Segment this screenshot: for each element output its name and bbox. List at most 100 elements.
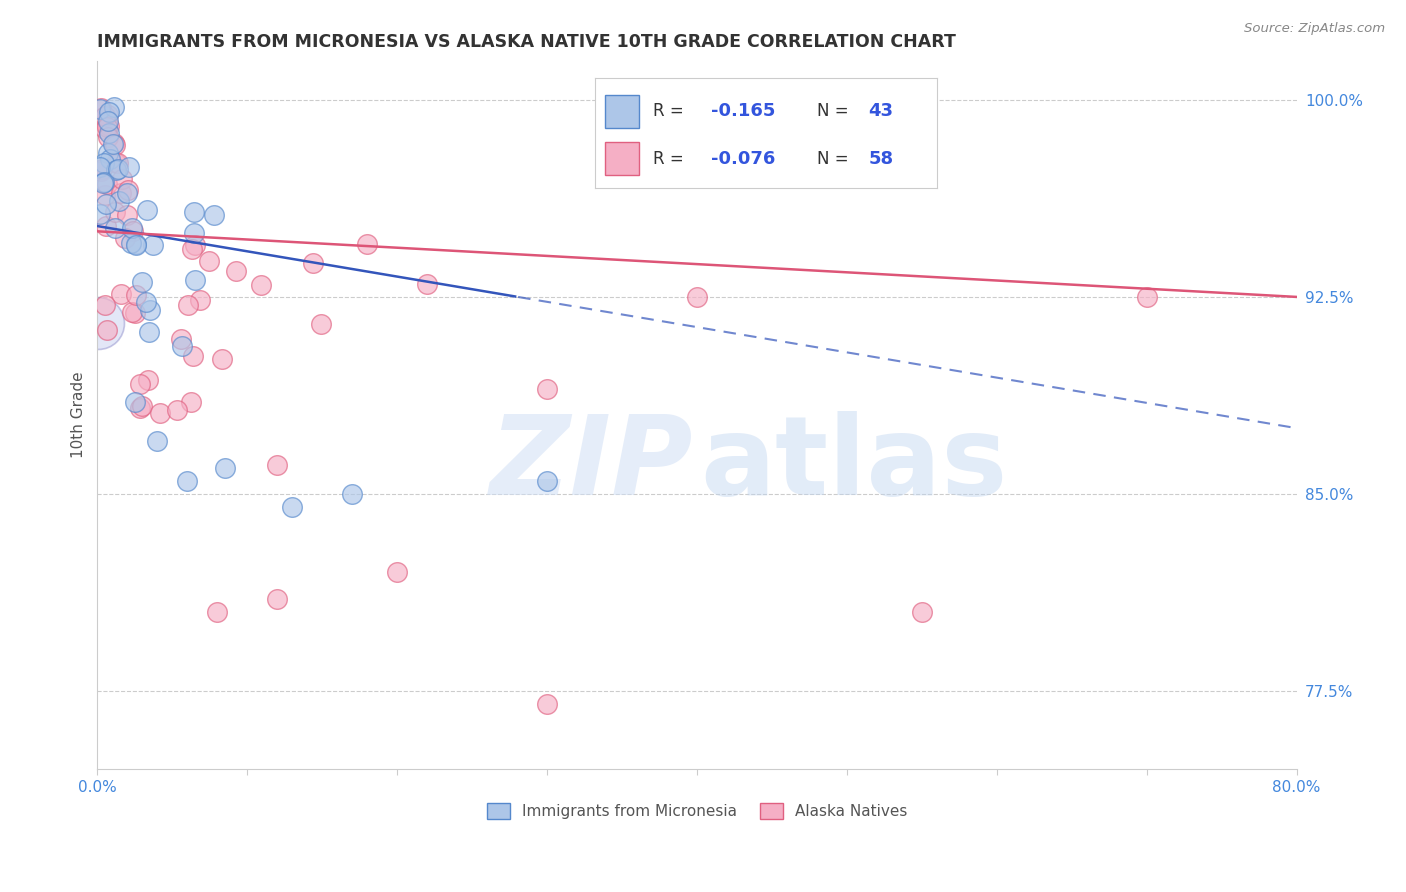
Point [177,298,200,312]
Point [118,161,141,175]
Point [110,186,132,200]
Text: IMMIGRANTS FROM MICRONESIA VS ALASKA NATIVE 10TH GRADE CORRELATION CHART: IMMIGRANTS FROM MICRONESIA VS ALASKA NAT… [97,33,956,51]
Point [107,161,129,176]
Point [211,352,233,367]
Point [302,256,325,270]
Point [131,399,153,413]
Point [98,126,121,140]
Point [142,238,165,252]
Point [146,434,169,449]
Point [108,194,131,208]
Point [356,237,378,252]
Point [197,254,219,268]
Point [96,323,118,337]
Point [281,500,304,514]
Point [121,220,143,235]
Point [138,325,160,339]
Point [91,176,114,190]
Point [94,110,117,124]
Point [911,605,934,619]
Point [124,306,146,320]
Point [89,207,111,221]
Point [170,332,193,346]
Point [111,172,134,186]
Point [176,474,198,488]
Point [124,395,146,409]
Point [98,153,121,167]
Point [107,156,129,170]
Point [686,290,709,304]
Point [104,163,127,178]
Point [110,287,132,301]
Point [266,591,288,606]
Point [225,264,247,278]
Point [125,237,148,252]
Point [136,373,159,387]
Point [181,242,204,256]
Point [93,188,115,202]
Point [89,102,111,116]
Point [90,164,112,178]
Point [183,226,205,240]
Point [184,238,207,252]
Point [149,406,172,420]
Point [98,105,121,120]
Point [90,161,112,176]
Point [97,114,120,128]
Point [166,403,188,417]
Point [97,108,120,122]
Point [89,160,111,174]
Point [183,204,205,219]
Point [103,136,125,150]
Point [170,338,193,352]
Point [266,458,288,472]
Point [105,155,128,169]
Point [121,305,143,319]
Point [94,219,117,233]
Point [184,273,207,287]
Point [309,317,332,331]
Point [97,120,120,134]
Y-axis label: 10th Grade: 10th Grade [72,372,86,458]
Point [97,145,120,160]
Point [94,122,117,136]
Point [385,566,408,580]
Point [115,186,138,201]
Point [536,474,558,488]
Point [416,277,439,291]
Point [97,130,120,145]
Point [104,137,127,152]
Point [117,183,139,197]
Text: ZIP: ZIP [489,411,693,518]
Point [104,221,127,235]
Point [124,288,146,302]
Point [131,275,153,289]
Point [122,224,145,238]
Point [129,376,152,391]
Point [536,382,558,396]
Point [135,203,157,218]
Point [180,394,202,409]
Point [96,177,118,191]
Legend: Immigrants from Micronesia, Alaska Natives: Immigrants from Micronesia, Alaska Nativ… [481,797,914,825]
Point [207,605,229,619]
Point [90,101,112,115]
Point [135,295,157,310]
Point [94,298,117,312]
Point [190,293,212,307]
Point [340,487,363,501]
Point [202,208,225,222]
Point [139,302,162,317]
Point [129,401,152,415]
Point [103,100,125,114]
Point [96,120,118,134]
Point [96,197,118,211]
Point [1136,290,1159,304]
Point [104,205,127,219]
Point [93,155,115,169]
Text: atlas: atlas [700,411,1008,518]
Point [214,460,236,475]
Point [117,208,139,222]
Point [87,316,110,330]
Point [181,349,204,363]
